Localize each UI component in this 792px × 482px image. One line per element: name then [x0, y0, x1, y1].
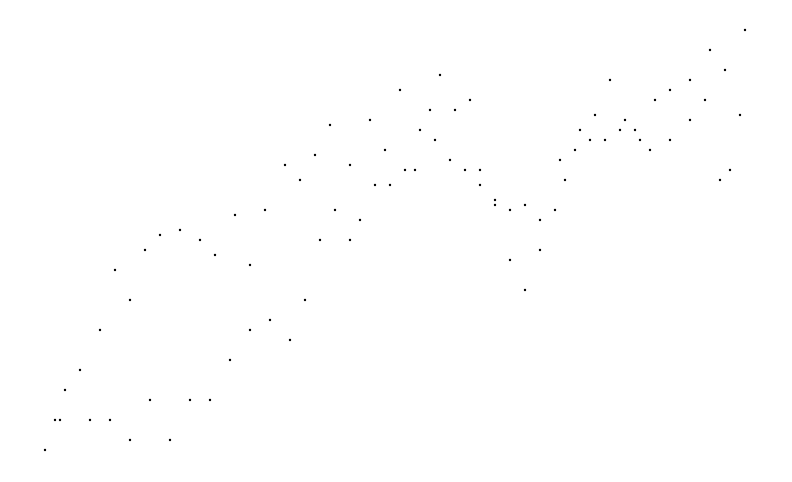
- point: [493, 203, 497, 207]
- point: [668, 88, 672, 92]
- point: [453, 108, 457, 112]
- point: [263, 208, 267, 212]
- point: [538, 218, 542, 222]
- point: [563, 178, 567, 182]
- point: [188, 398, 192, 402]
- point: [738, 113, 742, 117]
- point: [653, 98, 657, 102]
- point: [58, 418, 62, 422]
- point: [383, 148, 387, 152]
- point: [668, 138, 672, 142]
- point: [248, 263, 252, 267]
- point: [418, 128, 422, 132]
- point: [88, 418, 92, 422]
- point: [508, 258, 512, 262]
- point: [703, 98, 707, 102]
- point: [43, 448, 47, 452]
- point: [508, 208, 512, 212]
- point: [588, 138, 592, 142]
- point: [593, 113, 597, 117]
- point: [723, 68, 727, 72]
- point: [358, 218, 362, 222]
- point: [98, 328, 102, 332]
- point: [283, 163, 287, 167]
- point: [373, 183, 377, 187]
- point: [53, 418, 57, 422]
- point: [633, 128, 637, 132]
- point: [328, 123, 332, 127]
- point: [288, 338, 292, 342]
- point: [688, 118, 692, 122]
- point: [213, 253, 217, 257]
- point: [523, 288, 527, 292]
- point: [743, 28, 747, 32]
- point: [333, 208, 337, 212]
- point: [718, 178, 722, 182]
- point: [313, 153, 317, 157]
- point: [388, 183, 392, 187]
- point: [178, 228, 182, 232]
- point: [113, 268, 117, 272]
- point: [728, 168, 732, 172]
- point: [348, 163, 352, 167]
- point: [618, 128, 622, 132]
- point: [128, 298, 132, 302]
- point: [578, 128, 582, 132]
- point: [348, 238, 352, 242]
- point: [148, 398, 152, 402]
- point: [78, 368, 82, 372]
- point: [558, 158, 562, 162]
- point: [368, 118, 372, 122]
- point: [403, 168, 407, 172]
- point: [158, 233, 162, 237]
- point: [468, 98, 472, 102]
- point: [168, 438, 172, 442]
- point: [318, 238, 322, 242]
- point: [523, 203, 527, 207]
- point: [143, 248, 147, 252]
- point: [493, 198, 497, 202]
- point: [638, 138, 642, 142]
- point: [413, 168, 417, 172]
- point: [553, 208, 557, 212]
- point: [608, 78, 612, 82]
- point: [623, 118, 627, 122]
- point: [438, 73, 442, 77]
- point: [463, 168, 467, 172]
- point: [603, 138, 607, 142]
- point: [208, 398, 212, 402]
- point: [228, 358, 232, 362]
- point: [268, 318, 272, 322]
- point: [63, 388, 67, 392]
- point: [233, 213, 237, 217]
- point: [108, 418, 112, 422]
- point: [688, 78, 692, 82]
- point: [648, 148, 652, 152]
- point: [248, 328, 252, 332]
- point: [433, 138, 437, 142]
- point: [198, 238, 202, 242]
- point: [448, 158, 452, 162]
- point: [128, 438, 132, 442]
- point: [478, 168, 482, 172]
- point: [428, 108, 432, 112]
- point: [538, 248, 542, 252]
- point: [573, 148, 577, 152]
- point: [303, 298, 307, 302]
- point: [708, 48, 712, 52]
- point: [298, 178, 302, 182]
- point: [478, 183, 482, 187]
- point: [398, 88, 402, 92]
